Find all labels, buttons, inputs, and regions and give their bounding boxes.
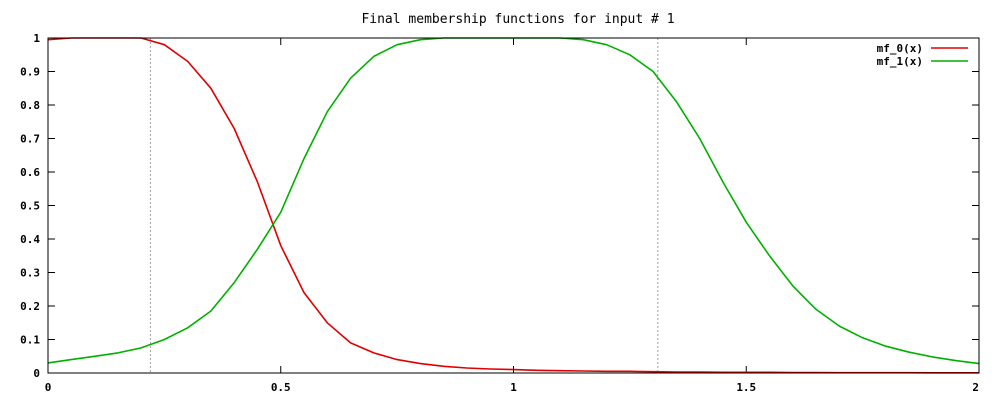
chart-title: Final membership functions for input # 1 bbox=[361, 12, 674, 27]
x-tick-label: 0.5 bbox=[271, 381, 291, 394]
y-tick-label: 1 bbox=[33, 32, 40, 45]
plot-frame bbox=[47, 37, 980, 374]
x-tick-label: 1.5 bbox=[736, 381, 756, 394]
tick-labels: 0 0.1 0.2 0.3 0.4 0.5 0.6 0.7 0.8 0.9 1 0 0.5 1 1.5 2 bbox=[20, 32, 979, 394]
y-tick-label: 0.5 bbox=[20, 200, 40, 213]
legend-label: mf_0(x) bbox=[877, 42, 923, 55]
y-tick-label: 0.7 bbox=[20, 133, 40, 146]
x-tick-label: 1 bbox=[510, 381, 517, 394]
y-tick-label: 0.2 bbox=[20, 300, 40, 313]
y-tick-label: 0.6 bbox=[20, 166, 40, 179]
y-tick-label: 0.9 bbox=[20, 66, 40, 79]
legend: mf_0(x)mf_1(x) bbox=[877, 42, 968, 68]
y-tick-label: 0.8 bbox=[20, 99, 40, 112]
y-tick-label: 0 bbox=[33, 367, 40, 380]
x-tick-label: 2 bbox=[972, 381, 979, 394]
y-tick-label: 0.3 bbox=[20, 267, 40, 280]
x-tick-label: 0 bbox=[45, 381, 52, 394]
y-tick-label: 0.4 bbox=[20, 233, 40, 246]
legend-label: mf_1(x) bbox=[877, 55, 923, 68]
y-tick-label: 0.1 bbox=[20, 334, 40, 347]
